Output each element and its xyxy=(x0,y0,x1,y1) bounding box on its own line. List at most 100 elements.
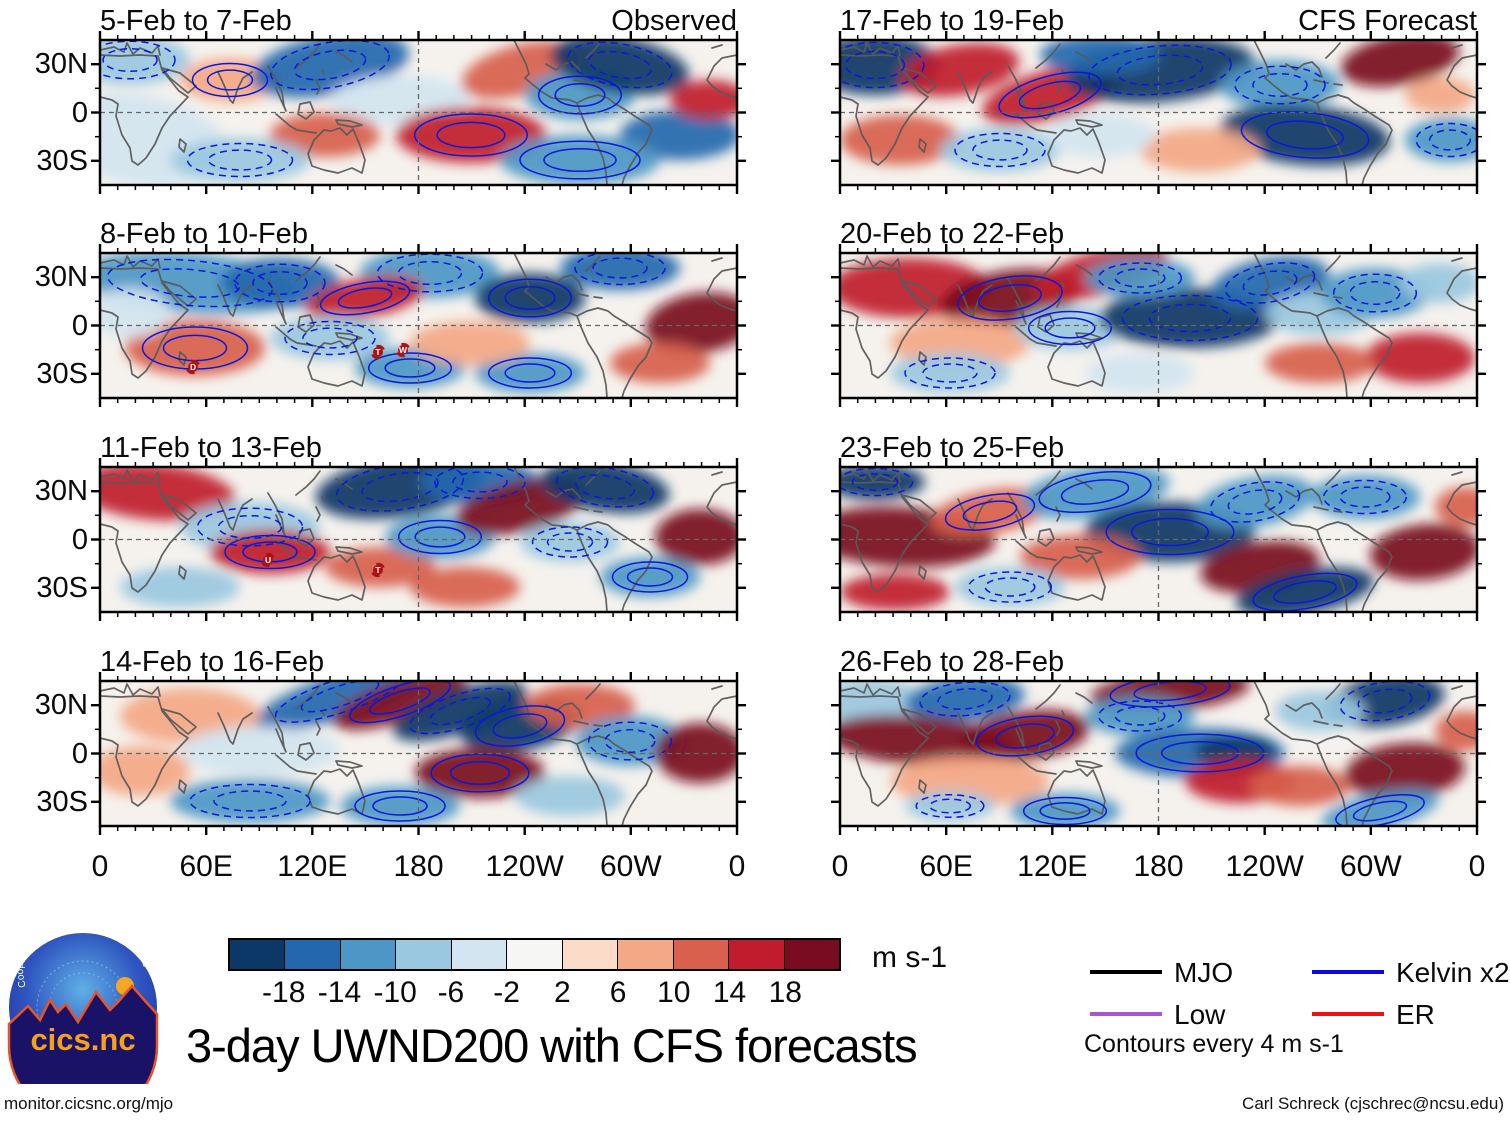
axis-ticks xyxy=(91,672,746,835)
anomaly-blob xyxy=(1405,118,1477,162)
anomaly-blob xyxy=(120,567,240,607)
anomaly-blob xyxy=(955,567,1065,607)
contour-ring xyxy=(611,561,689,593)
legend-label: Kelvin x2 xyxy=(1396,957,1510,988)
contour-ring xyxy=(554,82,606,108)
x-axis-label: 120E xyxy=(1017,850,1088,883)
contour-ring xyxy=(975,715,1075,757)
contour-ring xyxy=(1349,280,1401,306)
anomaly-field xyxy=(100,467,737,607)
svg-text:T: T xyxy=(375,347,381,357)
anomaly-blob xyxy=(1321,789,1439,826)
contour-ring xyxy=(984,577,1036,597)
anomaly-blob xyxy=(254,681,426,731)
anomaly-blob xyxy=(1405,77,1475,113)
map-panel: U T xyxy=(91,458,746,621)
storm-marker-T: T xyxy=(371,344,385,360)
gridline-crosshair xyxy=(840,467,1477,612)
logo-mountains xyxy=(7,984,159,1084)
svg-text:T: T xyxy=(375,565,381,575)
anomaly-blob xyxy=(270,316,390,360)
anomaly-blob xyxy=(100,288,170,338)
gridline-crosshair xyxy=(100,467,737,612)
anomaly-blob xyxy=(520,522,620,562)
panel-title-row: 26-Feb to 28-Feb xyxy=(840,644,1477,678)
contour-ring xyxy=(840,467,914,497)
axis-ticks xyxy=(831,244,1486,407)
colorbar-swatch xyxy=(728,940,784,969)
y-axis-label: 30S xyxy=(36,145,88,177)
contour-ring xyxy=(189,783,311,819)
contour-ring xyxy=(319,280,411,316)
anomaly-blob xyxy=(1435,711,1477,751)
anomaly-blob xyxy=(180,726,340,776)
contour-ring xyxy=(361,471,439,503)
y-axis-label: 0 xyxy=(71,96,88,129)
anomaly-blob xyxy=(100,40,190,85)
axis-ticks xyxy=(831,672,1486,835)
x-axis-label: 0 xyxy=(831,850,849,883)
contour-ring xyxy=(555,467,655,508)
colorbar-tick-label: -2 xyxy=(493,976,520,1009)
anomaly-blob xyxy=(1040,40,1160,75)
anomaly-blob xyxy=(393,681,527,742)
map-panel: D T W xyxy=(91,244,746,407)
contour-ring xyxy=(335,467,465,512)
contour-ring xyxy=(1114,706,1166,726)
anomaly-blob xyxy=(1220,104,1390,166)
x-axis-label: 180 xyxy=(1133,850,1184,883)
gridline-crosshair xyxy=(100,40,737,185)
x-axis-label: 60W xyxy=(599,850,662,883)
colorbar-tick-label: -6 xyxy=(437,976,465,1009)
y-axis-label: 0 xyxy=(71,523,88,556)
anomaly-blob xyxy=(305,275,425,321)
contour-ring xyxy=(474,705,566,747)
legend-label: Low xyxy=(1174,999,1226,1030)
legend-line-mjo xyxy=(1090,970,1162,974)
panel-corner-label: Observed xyxy=(611,5,737,37)
contour-ring xyxy=(626,567,674,587)
map-panel-host xyxy=(831,244,1486,407)
anomaly-blob xyxy=(940,128,1060,172)
contour-ring xyxy=(1121,294,1259,342)
map-panel xyxy=(831,31,1486,194)
y-axis-label: 30S xyxy=(36,358,88,390)
contour-ring xyxy=(1209,481,1301,523)
contour-ring xyxy=(1322,479,1408,515)
anomaly-blob xyxy=(410,321,530,365)
contour-ring xyxy=(434,467,526,500)
panel-date-label: 23-Feb to 25-Feb xyxy=(840,432,1065,464)
colorbar-tick-label: 2 xyxy=(554,976,571,1009)
anomaly-blob xyxy=(410,567,520,607)
x-axis-label: 120W xyxy=(485,850,564,883)
contour-ring xyxy=(274,681,406,723)
colorbar-tick-label: -10 xyxy=(373,976,417,1009)
axis-ticks xyxy=(91,31,746,194)
contour-ring xyxy=(487,357,573,389)
anomaly-blob xyxy=(1250,766,1350,806)
contour-ring xyxy=(519,140,641,180)
colorbar-swatch xyxy=(506,940,562,969)
anomaly-blob xyxy=(670,80,737,120)
y-axis-label: 0 xyxy=(71,309,88,342)
anomaly-blob xyxy=(1365,333,1475,383)
contour-ring xyxy=(207,149,273,171)
contour-ring xyxy=(139,268,241,298)
y-axis-label: 30S xyxy=(36,572,88,604)
gridline-crosshair xyxy=(840,681,1477,826)
y-axis-label: 30S xyxy=(36,786,88,818)
y-axis-label: 30N xyxy=(34,689,88,721)
storm-marker-U: U xyxy=(261,552,275,568)
contour-ring xyxy=(919,681,1011,717)
contour-ring xyxy=(928,798,972,814)
contour-ring xyxy=(284,320,376,356)
anomaly-blob xyxy=(600,557,700,597)
contour-ring xyxy=(1039,802,1091,820)
map-panel-host xyxy=(831,672,1486,835)
anomaly-blob xyxy=(1265,343,1375,383)
contour-ring xyxy=(587,721,673,761)
contour-ring xyxy=(537,75,623,115)
anomaly-blob xyxy=(170,779,330,823)
colorbar-swatch xyxy=(672,940,729,969)
anomaly-blob xyxy=(840,574,950,610)
